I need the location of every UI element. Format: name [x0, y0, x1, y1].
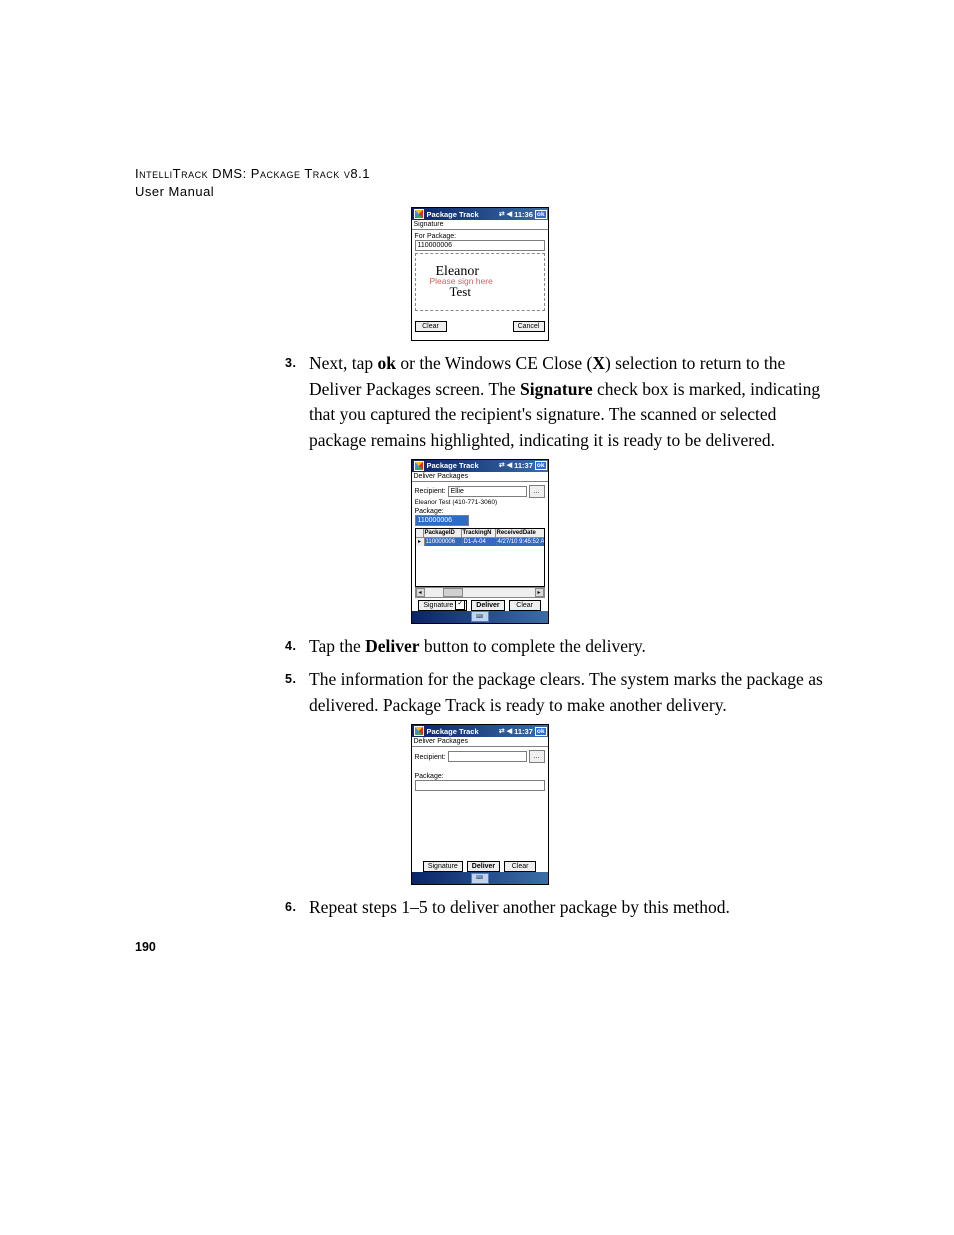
device-body: For Package: 110000006 Please sign here … — [412, 230, 548, 311]
horizontal-scrollbar[interactable]: ◂ ▸ — [415, 587, 545, 598]
deliver-button[interactable]: Deliver — [471, 600, 504, 611]
for-package-label: For Package: — [415, 233, 545, 240]
clear-button[interactable]: Clear — [415, 321, 447, 332]
table-header: PackageID TrackingN ReceivedDate — [416, 529, 544, 538]
step-4: 4. Tap the Deliver button to complete th… — [285, 634, 824, 659]
step-6: 6. Repeat steps 1–5 to deliver another p… — [285, 895, 824, 920]
device-signature-screen: Package Track ⇄ ◀ 11:36 ok Signature For… — [411, 207, 549, 341]
header-subtitle: User Manual — [135, 183, 824, 201]
contact-text: Eleanor Test (410-771-3060) — [415, 499, 545, 506]
button-row: Clear Cancel — [415, 321, 545, 332]
windows-flag-icon — [414, 461, 424, 471]
app-title: Package Track — [426, 461, 499, 470]
screen-title: Signature — [412, 220, 548, 230]
tray: ⇄ ◀ 11:36 ok — [499, 210, 547, 219]
step-number: 5. — [285, 667, 309, 718]
package-label: Package: — [415, 508, 545, 515]
device-deliver-packages: Package Track ⇄ ◀ 11:37 ok Deliver Packa… — [411, 459, 549, 624]
page-number: 190 — [135, 940, 156, 954]
clock: 11:36 — [514, 210, 533, 219]
network-icon: ⇄ — [499, 211, 505, 218]
row-marker-icon: ▸ — [416, 538, 425, 546]
ok-button[interactable]: ok — [535, 727, 547, 736]
th-tracking: TrackingN — [462, 529, 496, 537]
signature-button[interactable]: Signature ✓ — [418, 600, 467, 611]
screen-title: Deliver Packages — [412, 737, 548, 747]
table-row[interactable]: ▸ 110000006 D1-A-04 4/27/10 9:45:52 AM — [416, 538, 544, 546]
windows-flag-icon — [414, 209, 424, 219]
recipient-field[interactable]: Ellie — [448, 486, 527, 497]
bottom-button-row: Signature ✓ Deliver Clear — [415, 598, 545, 611]
tray: ⇄ ◀ 11:37 ok — [499, 727, 547, 736]
app-title: Package Track — [426, 210, 499, 219]
volume-icon: ◀ — [507, 462, 512, 469]
td-packageid: 110000006 — [425, 538, 463, 546]
cancel-button[interactable]: Cancel — [513, 321, 545, 332]
running-header: IntelliTrack DMS: Package Track v8.1 Use… — [135, 165, 824, 201]
step-text: Next, tap ok or the Windows CE Close (X)… — [309, 351, 824, 453]
clear-button[interactable]: Clear — [509, 600, 541, 611]
screen-title: Deliver Packages — [412, 472, 548, 482]
windows-flag-icon — [414, 726, 424, 736]
signature-checkbox: ✓ — [455, 600, 465, 610]
volume-icon: ◀ — [507, 728, 512, 735]
volume-icon: ◀ — [507, 211, 512, 218]
recipient-browse-button[interactable]: … — [529, 485, 545, 498]
step-number: 6. — [285, 895, 309, 920]
signature-text-1: Eleanor — [436, 264, 480, 280]
step-text: The information for the package clears. … — [309, 667, 824, 718]
scroll-left-icon[interactable]: ◂ — [416, 588, 425, 597]
device-titlebar: Package Track ⇄ ◀ 11:37 ok — [412, 725, 548, 737]
recipient-browse-button[interactable]: … — [529, 750, 545, 763]
th-packageid: PackageID — [424, 529, 462, 537]
scroll-right-icon[interactable]: ▸ — [535, 588, 544, 597]
figure-2: Package Track ⇄ ◀ 11:37 ok Deliver Packa… — [135, 459, 824, 624]
deliver-button[interactable]: Deliver — [467, 861, 500, 872]
step-text: Repeat steps 1–5 to deliver another pack… — [309, 895, 824, 920]
step-number: 3. — [285, 351, 309, 453]
bottom-button-row: Signature Deliver Clear — [415, 859, 545, 872]
recipient-label: Recipient: — [415, 488, 446, 495]
th-received: ReceivedDate — [496, 529, 544, 537]
clear-button[interactable]: Clear — [504, 861, 536, 872]
network-icon: ⇄ — [499, 728, 505, 735]
app-title: Package Track — [426, 727, 499, 736]
clock: 11:37 — [514, 461, 533, 470]
keyboard-icon[interactable]: ⌨ — [471, 873, 489, 884]
manual-page: IntelliTrack DMS: Package Track v8.1 Use… — [0, 0, 954, 1004]
scroll-thumb[interactable] — [443, 588, 463, 597]
recipient-label: Recipient: — [415, 754, 446, 761]
step-number: 4. — [285, 634, 309, 659]
step-text: Tap the Deliver button to complete the d… — [309, 634, 824, 659]
td-received: 4/27/10 9:45:52 AM — [497, 538, 544, 546]
td-tracking: D1-A-04 — [463, 538, 497, 546]
device-titlebar: Package Track ⇄ ◀ 11:37 ok — [412, 460, 548, 472]
device-deliver-packages-empty: Package Track ⇄ ◀ 11:37 ok Deliver Packa… — [411, 724, 549, 885]
package-field[interactable]: 110000006 — [415, 515, 469, 526]
keyboard-icon[interactable]: ⌨ — [471, 611, 489, 622]
tray: ⇄ ◀ 11:37 ok — [499, 461, 547, 470]
sip-bar: ⌨ — [412, 611, 548, 623]
figure-3: Package Track ⇄ ◀ 11:37 ok Deliver Packa… — [135, 724, 824, 885]
header-title: IntelliTrack DMS: Package Track v8.1 — [135, 165, 824, 183]
for-package-field[interactable]: 110000006 — [415, 240, 545, 251]
ok-button[interactable]: ok — [535, 210, 547, 219]
device-body: Recipient: … Package: Signature Deliver … — [412, 747, 548, 872]
step-5: 5. The information for the package clear… — [285, 667, 824, 718]
signature-text-2: Test — [450, 284, 471, 300]
clock: 11:37 — [514, 727, 533, 736]
signature-box[interactable]: Please sign here Eleanor Test — [415, 253, 545, 311]
figure-1: Package Track ⇄ ◀ 11:36 ok Signature For… — [135, 207, 824, 341]
package-label: Package: — [415, 773, 545, 780]
device-body: Recipient: Ellie … Eleanor Test (410-771… — [412, 482, 548, 611]
device-titlebar: Package Track ⇄ ◀ 11:36 ok — [412, 208, 548, 220]
network-icon: ⇄ — [499, 462, 505, 469]
sip-bar: ⌨ — [412, 872, 548, 884]
signature-button[interactable]: Signature — [423, 861, 463, 872]
step-3: 3. Next, tap ok or the Windows CE Close … — [285, 351, 824, 453]
package-field[interactable] — [415, 780, 545, 791]
recipient-field[interactable] — [448, 751, 527, 762]
ok-button[interactable]: ok — [535, 461, 547, 470]
package-table: PackageID TrackingN ReceivedDate ▸ 11000… — [415, 528, 545, 587]
